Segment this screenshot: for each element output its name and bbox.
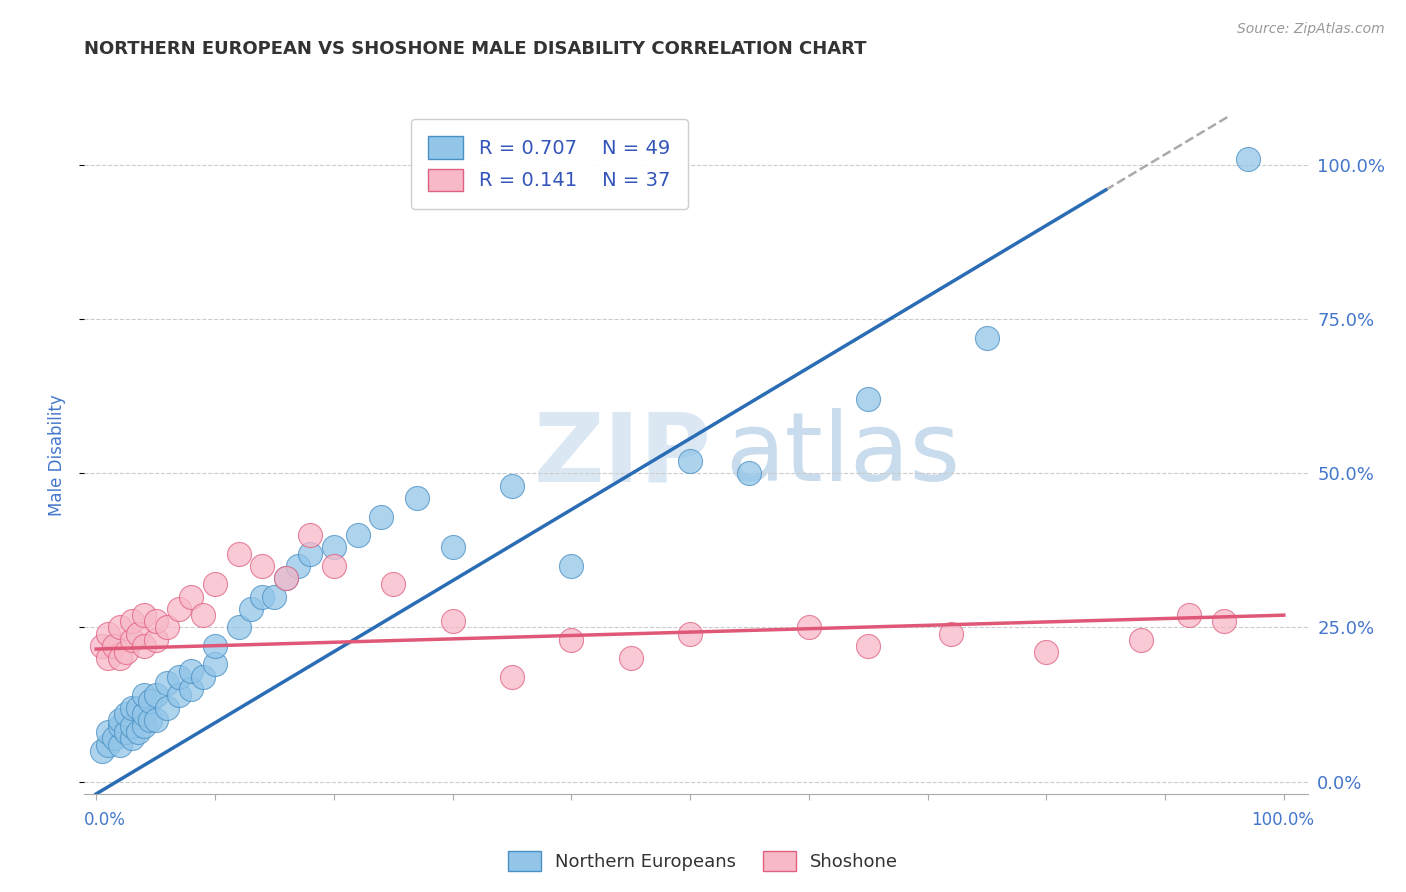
Point <box>121 700 143 714</box>
Point <box>191 670 214 684</box>
Point <box>103 639 125 653</box>
Point <box>127 725 149 739</box>
Point <box>441 541 464 555</box>
Point <box>501 670 523 684</box>
Point <box>115 725 138 739</box>
Point <box>370 509 392 524</box>
Point <box>121 719 143 733</box>
Text: 0.0%: 0.0% <box>84 811 127 829</box>
Point <box>97 738 120 752</box>
Text: 100.0%: 100.0% <box>1251 811 1315 829</box>
Point <box>228 547 250 561</box>
Point <box>941 626 963 640</box>
Point <box>228 620 250 634</box>
Point <box>1130 632 1153 647</box>
Point <box>856 392 879 407</box>
Point <box>738 467 761 481</box>
Point <box>97 725 120 739</box>
Point <box>138 713 160 727</box>
Point <box>180 682 202 697</box>
Text: Source: ZipAtlas.com: Source: ZipAtlas.com <box>1237 22 1385 37</box>
Point <box>121 731 143 746</box>
Point <box>169 688 191 702</box>
Point <box>204 639 226 653</box>
Point <box>406 491 429 505</box>
Point <box>441 615 464 629</box>
Point <box>121 632 143 647</box>
Point <box>108 620 131 634</box>
Point <box>121 615 143 629</box>
Point <box>346 528 368 542</box>
Legend: Northern Europeans, Shoshone: Northern Europeans, Shoshone <box>501 844 905 879</box>
Legend: R = 0.707    N = 49, R = 0.141    N = 37: R = 0.707 N = 49, R = 0.141 N = 37 <box>411 119 688 209</box>
Point <box>382 577 405 591</box>
Point <box>132 639 155 653</box>
Point <box>679 626 702 640</box>
Text: NORTHERN EUROPEAN VS SHOSHONE MALE DISABILITY CORRELATION CHART: NORTHERN EUROPEAN VS SHOSHONE MALE DISAB… <box>84 40 868 58</box>
Y-axis label: Male Disability: Male Disability <box>48 394 66 516</box>
Point <box>263 590 285 604</box>
Point <box>156 700 179 714</box>
Point <box>132 608 155 623</box>
Point <box>108 713 131 727</box>
Point <box>145 615 167 629</box>
Point <box>180 590 202 604</box>
Point <box>239 602 262 616</box>
Point <box>127 700 149 714</box>
Point <box>97 626 120 640</box>
Point <box>156 676 179 690</box>
Point <box>298 528 321 542</box>
Text: ZIP: ZIP <box>534 409 711 501</box>
Point <box>169 602 191 616</box>
Point <box>679 454 702 468</box>
Point <box>132 706 155 721</box>
Point <box>797 620 820 634</box>
Point <box>1178 608 1201 623</box>
Point <box>276 571 298 585</box>
Point <box>276 571 298 585</box>
Point <box>620 651 643 665</box>
Point <box>115 706 138 721</box>
Point <box>108 719 131 733</box>
Point <box>91 744 114 758</box>
Point <box>1035 645 1057 659</box>
Point <box>191 608 214 623</box>
Point <box>287 558 309 573</box>
Point <box>560 558 582 573</box>
Point <box>1213 615 1236 629</box>
Point <box>156 620 179 634</box>
Point <box>115 645 138 659</box>
Point <box>1237 152 1260 166</box>
Text: atlas: atlas <box>725 409 960 501</box>
Point <box>145 688 167 702</box>
Point <box>145 713 167 727</box>
Point <box>108 738 131 752</box>
Point <box>252 558 274 573</box>
Point <box>103 731 125 746</box>
Point <box>132 719 155 733</box>
Point <box>322 558 344 573</box>
Point <box>138 694 160 708</box>
Point <box>145 632 167 647</box>
Point <box>976 331 998 345</box>
Point <box>108 651 131 665</box>
Point <box>204 657 226 672</box>
Point <box>298 547 321 561</box>
Point <box>91 639 114 653</box>
Point <box>322 541 344 555</box>
Point <box>127 626 149 640</box>
Point <box>132 688 155 702</box>
Point <box>169 670 191 684</box>
Point <box>252 590 274 604</box>
Point <box>501 479 523 493</box>
Point <box>204 577 226 591</box>
Point <box>560 632 582 647</box>
Point <box>97 651 120 665</box>
Point <box>180 664 202 678</box>
Point <box>856 639 879 653</box>
